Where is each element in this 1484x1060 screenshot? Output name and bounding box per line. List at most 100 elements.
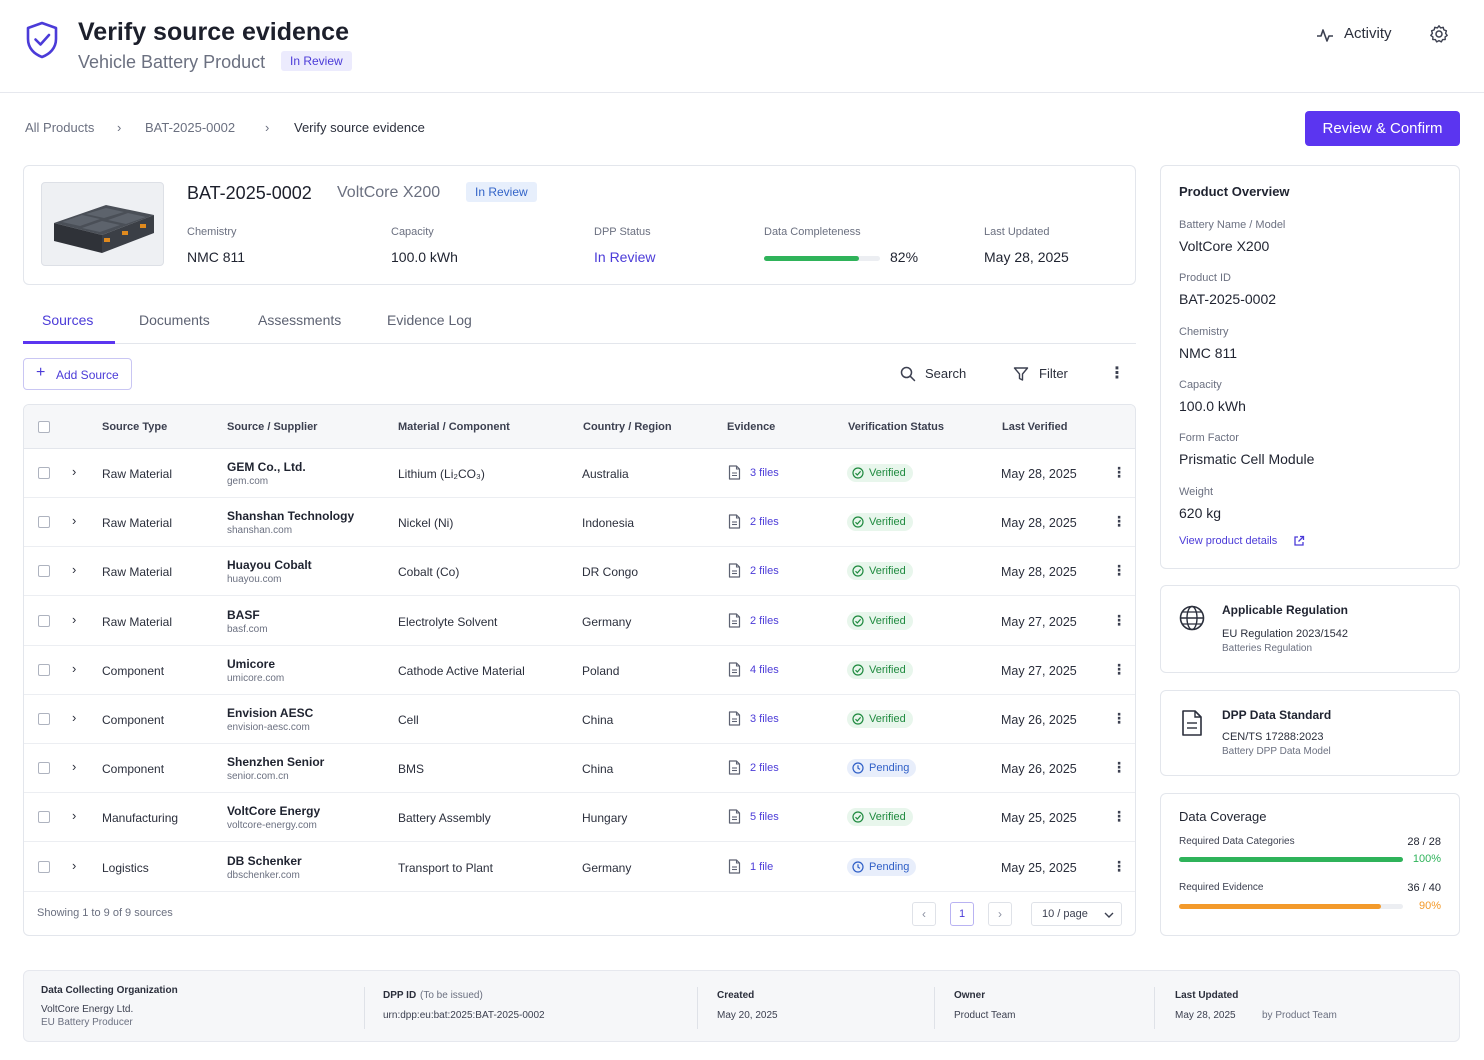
activity-icon: [1317, 29, 1333, 42]
row-more-icon[interactable]: ⋮: [1112, 562, 1126, 579]
row-more-icon[interactable]: ⋮: [1112, 611, 1126, 628]
review-confirm-button[interactable]: Review & Confirm: [1305, 111, 1460, 146]
table-row[interactable]: › Raw Material Huayou Cobalt huayou.com Coba…: [24, 547, 1135, 597]
check-circle-icon: [852, 713, 864, 725]
chevron-down-icon: [1104, 912, 1114, 918]
table-row[interactable]: › Component Shenzhen Senior senior.com.cn BM…: [24, 744, 1135, 794]
overview-field-label: Form Factor: [1179, 432, 1239, 445]
evidence-files-link[interactable]: 4 files: [750, 663, 779, 676]
tab-sources[interactable]: Sources: [42, 312, 94, 328]
row-checkbox[interactable]: [38, 762, 50, 775]
evidence-files-link[interactable]: 2 files: [750, 614, 779, 627]
table-row[interactable]: › Raw Material GEM Co., Ltd. gem.com Lithium…: [24, 449, 1135, 498]
footer-updated-by: by Product Team: [1262, 1010, 1337, 1021]
row-checkbox[interactable]: [38, 811, 50, 824]
column-header-evidence[interactable]: Evidence: [727, 421, 776, 433]
tab-evidence-log[interactable]: Evidence Log: [387, 312, 472, 328]
expand-chevron-icon[interactable]: ›: [72, 710, 77, 725]
verification-status-badge: Verified: [847, 660, 913, 679]
table-row[interactable]: › Raw Material BASF basf.com Electrolyte Sol…: [24, 597, 1135, 646]
row-more-icon[interactable]: ⋮: [1112, 759, 1126, 776]
capacity-label: Capacity: [391, 226, 434, 238]
table-row[interactable]: › Component Umicore umicore.com Cathode Acti…: [24, 646, 1135, 695]
last-verified-date: May 27, 2025: [1001, 614, 1077, 629]
row-checkbox[interactable]: [38, 565, 50, 578]
more-options-icon[interactable]: ⋮: [1109, 365, 1125, 382]
select-all-checkbox[interactable]: [38, 421, 50, 433]
completeness-bar: [764, 256, 880, 261]
row-checkbox[interactable]: [38, 860, 50, 873]
completeness-label: Data Completeness: [764, 226, 861, 238]
row-checkbox[interactable]: [38, 713, 50, 725]
material-component: Lithium (Li₂CO₃): [398, 467, 485, 481]
expand-chevron-icon[interactable]: ›: [72, 808, 77, 824]
supplier-domain: huayou.com: [227, 574, 282, 586]
overview-field-label: Chemistry: [1179, 325, 1229, 338]
material-component: Cell: [398, 713, 419, 727]
column-header-source-type[interactable]: Source Type: [102, 421, 168, 433]
breadcrumb-item-product[interactable]: BAT-2025-0002: [145, 120, 236, 135]
breadcrumb-item-all-products[interactable]: All Products: [25, 120, 95, 135]
material-component: Transport to Plant: [398, 860, 493, 875]
row-more-icon[interactable]: ⋮: [1112, 464, 1126, 480]
table-row[interactable]: › Raw Material Shanshan Technology shanshan…: [24, 498, 1135, 548]
filter-label: Filter: [1039, 366, 1068, 381]
row-more-icon[interactable]: ⋮: [1112, 857, 1126, 874]
footer-org-title: Data Collecting Organization: [41, 985, 178, 996]
overview-field-value: VoltCore X200: [1179, 238, 1270, 254]
row-more-icon[interactable]: ⋮: [1112, 808, 1126, 825]
column-header-last-verified[interactable]: Last Verified: [1002, 421, 1068, 433]
file-icon: [728, 760, 741, 780]
tab-assessments[interactable]: Assessments: [258, 312, 342, 328]
verification-status-badge: Verified: [847, 513, 913, 532]
last-verified-date: May 26, 2025: [1001, 762, 1077, 777]
check-circle-icon: [852, 565, 864, 577]
expand-chevron-icon[interactable]: ›: [72, 611, 77, 627]
column-header-country[interactable]: Country / Region: [583, 421, 672, 433]
row-checkbox[interactable]: [38, 467, 50, 479]
row-more-icon[interactable]: ⋮: [1112, 710, 1126, 726]
last-verified-date: May 28, 2025: [1001, 467, 1077, 481]
column-header-material[interactable]: Material / Component: [398, 421, 510, 433]
prev-page-button[interactable]: ‹: [912, 902, 936, 926]
row-more-icon[interactable]: ⋮: [1112, 660, 1126, 677]
table-row[interactable]: › Logistics DB Schenker dbschenker.com Trans…: [24, 843, 1135, 892]
expand-chevron-icon[interactable]: ›: [72, 513, 77, 529]
evidence-files-link[interactable]: 2 files: [750, 762, 779, 775]
next-page-button[interactable]: ›: [988, 902, 1012, 926]
gear-icon[interactable]: [1429, 24, 1449, 44]
chemistry-value: NMC 811: [187, 249, 246, 265]
overview-title: Product Overview: [1179, 184, 1290, 199]
add-source-button[interactable]: + Add Source: [23, 358, 132, 390]
column-header-verification-status[interactable]: Verification Status: [848, 421, 944, 433]
page-1-button[interactable]: 1: [950, 902, 974, 926]
footer-created-value: May 20, 2025: [717, 1010, 778, 1021]
dpp-status-label: DPP Status: [594, 226, 651, 238]
table-row[interactable]: › Component Envision AESC envision-aesc.com…: [24, 695, 1135, 744]
evidence-files-link[interactable]: 3 files: [750, 713, 779, 725]
row-checkbox[interactable]: [38, 614, 50, 627]
page-size-select[interactable]: 10 / page: [1031, 902, 1122, 926]
expand-chevron-icon[interactable]: ›: [72, 660, 77, 676]
tab-documents[interactable]: Documents: [139, 312, 210, 328]
expand-chevron-icon[interactable]: ›: [72, 857, 77, 873]
last-verified-date: May 26, 2025: [1001, 713, 1077, 727]
evidence-files-link[interactable]: 1 file: [750, 860, 774, 873]
evidence-files-link[interactable]: 2 files: [750, 516, 779, 529]
row-more-icon[interactable]: ⋮: [1112, 513, 1126, 530]
overview-field-value: NMC 811: [1179, 344, 1238, 361]
clock-icon: [852, 762, 864, 774]
expand-chevron-icon[interactable]: ›: [72, 759, 77, 775]
row-checkbox[interactable]: [38, 663, 50, 676]
evidence-files-link[interactable]: 2 files: [750, 565, 779, 578]
evidence-files-link[interactable]: 5 files: [750, 811, 779, 824]
column-header-supplier[interactable]: Source / Supplier: [227, 421, 318, 433]
expand-chevron-icon[interactable]: ›: [72, 464, 77, 479]
row-checkbox[interactable]: [38, 516, 50, 529]
search-label: Search: [925, 366, 967, 381]
table-row[interactable]: › Manufacturing VoltCore Energy voltcore-en…: [24, 793, 1135, 843]
expand-chevron-icon[interactable]: ›: [72, 562, 77, 578]
evidence-files-link[interactable]: 3 files: [750, 467, 779, 479]
overview-field-value: Prismatic Cell Module: [1179, 451, 1315, 468]
overview-field-label: Product ID: [1179, 272, 1231, 285]
